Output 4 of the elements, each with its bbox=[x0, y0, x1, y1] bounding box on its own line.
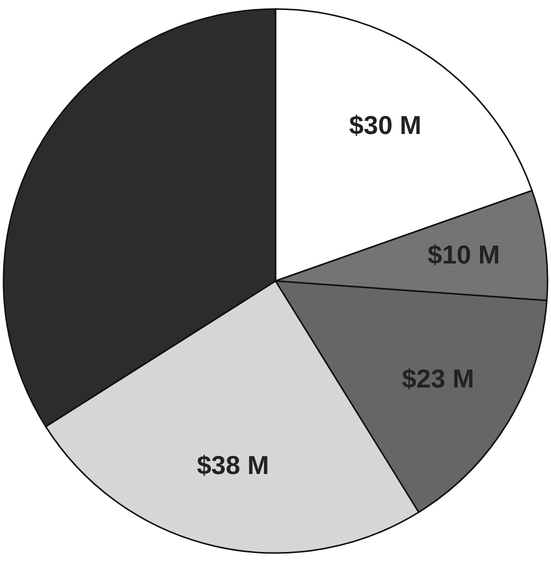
data-label: $23 M bbox=[402, 363, 474, 394]
data-label: $38 M bbox=[196, 450, 270, 480]
data-label: $30 M bbox=[349, 110, 422, 140]
data-label: $10 M bbox=[428, 240, 500, 270]
